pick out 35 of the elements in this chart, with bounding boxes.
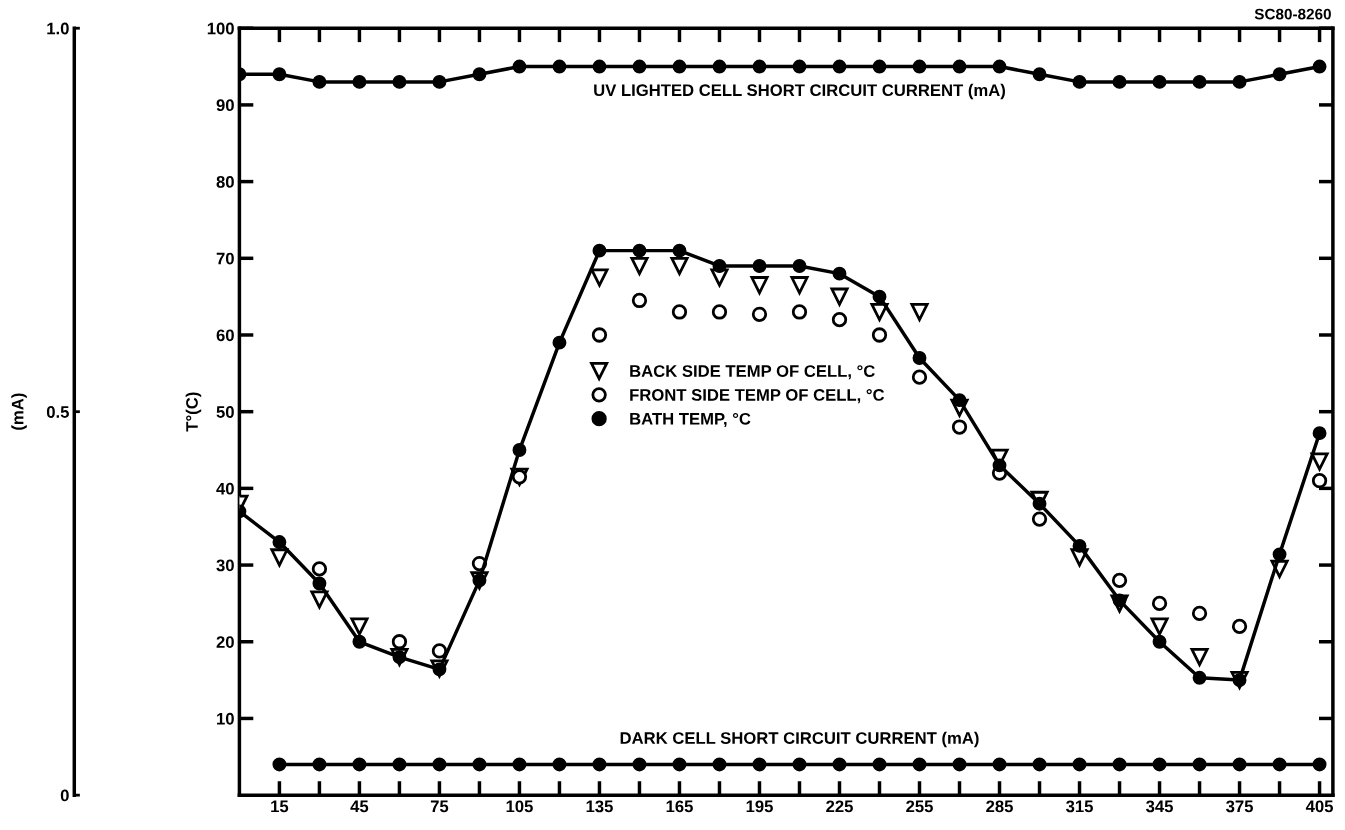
- x-tick-label: 165: [666, 800, 693, 813]
- x-tick-label: 285: [986, 800, 1013, 813]
- x-tick-label: 255: [906, 800, 933, 813]
- y-tick-label: 50: [216, 406, 234, 418]
- y-tick-label: 60: [216, 329, 234, 342]
- x-tick-label: 45: [350, 800, 369, 813]
- y-tick-label: 100: [207, 22, 234, 35]
- series-label: DARK CELL SHORT CIRCUIT CURRENT (mA): [620, 731, 979, 748]
- x-tick-label: 345: [1146, 800, 1173, 813]
- y-tick-label: 70: [216, 252, 234, 265]
- legend-label: BATH TEMP, °C: [630, 412, 751, 428]
- x-tick-label: 195: [746, 800, 773, 813]
- y-tick-label: 40: [216, 482, 234, 495]
- y-tick-label: 90: [216, 99, 234, 112]
- legend-label: BACK SIDE TEMP OF CELL, °C: [630, 365, 875, 380]
- y-tick-label: 30: [216, 559, 234, 572]
- y-tick-label: 80: [216, 176, 234, 188]
- x-tick-label: 225: [826, 800, 853, 813]
- x-tick-label: 405: [1305, 800, 1333, 813]
- legend-label: FRONT SIDE TEMP OF CELL, °C: [630, 389, 885, 404]
- y-tick-label: 20: [216, 636, 234, 648]
- y2-tick-label: 0: [60, 789, 69, 802]
- x-tick-label: 135: [586, 800, 613, 813]
- x-tick-label: 75: [430, 800, 449, 813]
- series-label: UV LIGHTED CELL SHORT CIRCUIT CURRENT (mA): [594, 83, 1005, 100]
- y2-tick-label: 0.5: [46, 406, 69, 418]
- y-tick-label: 10: [217, 712, 234, 725]
- x-tick-label: 105: [506, 800, 533, 813]
- y2-tick-label: 1.0: [47, 22, 69, 35]
- x-tick-label: 315: [1066, 800, 1093, 813]
- y2-axis-title: (mA): [11, 393, 27, 430]
- x-tick-label: 375: [1226, 800, 1253, 813]
- x-tick-label: 15: [271, 800, 289, 813]
- y-axis-title: T°(C): [185, 392, 202, 432]
- text: SC80-8260: [1254, 8, 1331, 20]
